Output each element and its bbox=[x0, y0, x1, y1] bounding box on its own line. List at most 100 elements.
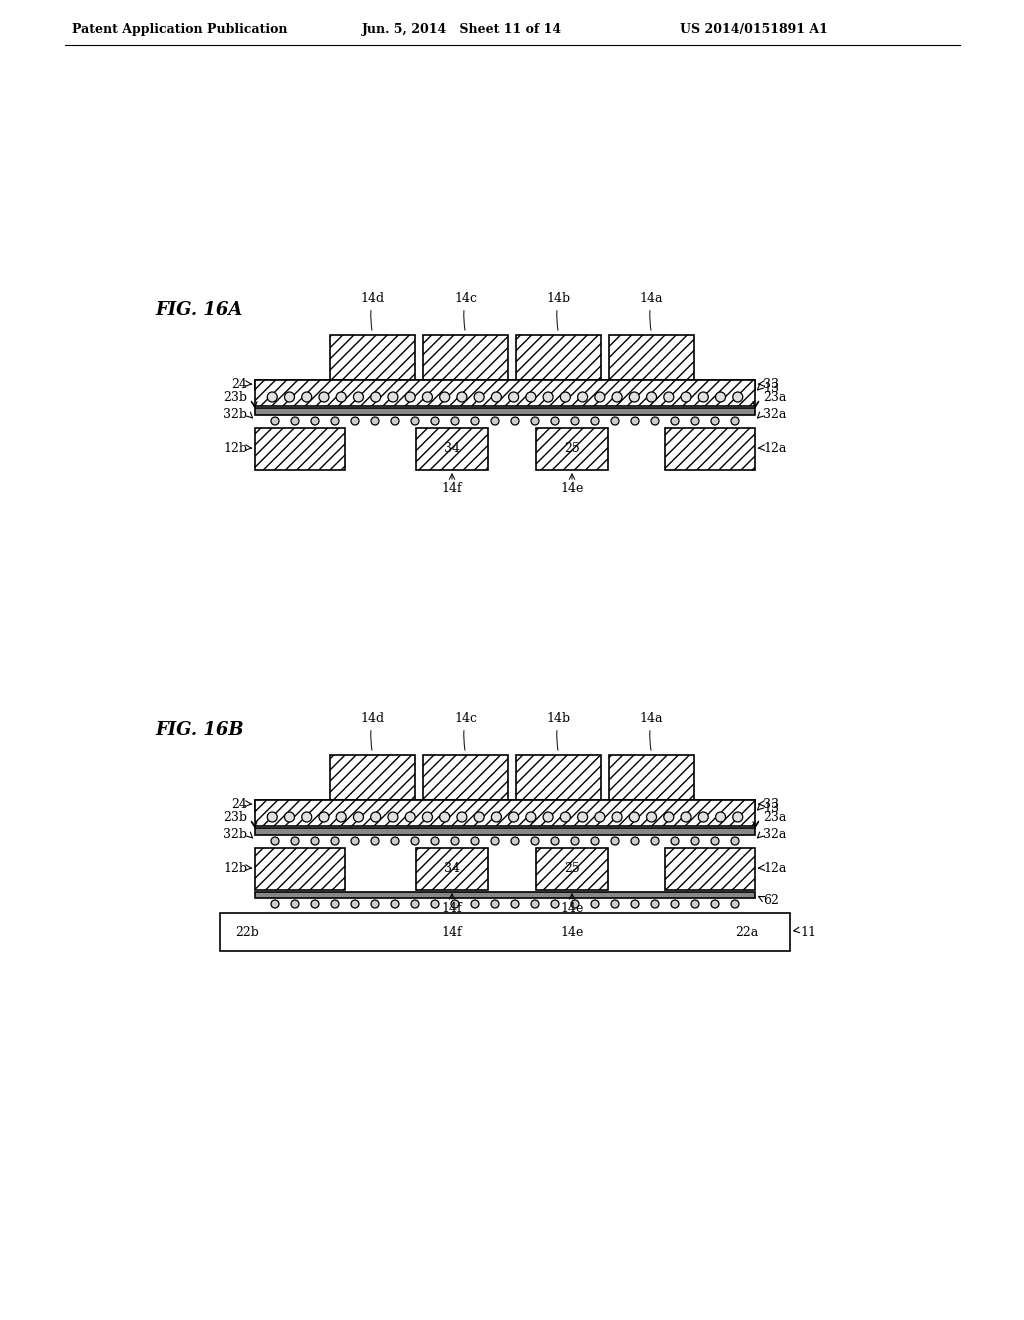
Circle shape bbox=[311, 417, 319, 425]
Bar bbox=[255, 408, 755, 414]
Text: 23a: 23a bbox=[763, 391, 786, 404]
Circle shape bbox=[411, 417, 419, 425]
Circle shape bbox=[671, 417, 679, 425]
Circle shape bbox=[716, 812, 726, 822]
Circle shape bbox=[711, 900, 719, 908]
Circle shape bbox=[664, 392, 674, 403]
Circle shape bbox=[711, 417, 719, 425]
Text: 14b: 14b bbox=[547, 292, 570, 330]
Circle shape bbox=[423, 392, 432, 403]
Bar bbox=[330, 335, 415, 380]
Text: 22b: 22b bbox=[234, 925, 259, 939]
Circle shape bbox=[311, 900, 319, 908]
Circle shape bbox=[611, 417, 618, 425]
Text: 23b: 23b bbox=[223, 391, 247, 404]
Text: 14e: 14e bbox=[560, 925, 584, 939]
Text: 14d: 14d bbox=[360, 292, 385, 330]
Circle shape bbox=[511, 417, 519, 425]
Circle shape bbox=[731, 837, 739, 845]
Circle shape bbox=[733, 812, 742, 822]
Text: Jun. 5, 2014   Sheet 11 of 14: Jun. 5, 2014 Sheet 11 of 14 bbox=[362, 24, 562, 37]
Circle shape bbox=[651, 837, 659, 845]
Circle shape bbox=[612, 392, 622, 403]
Text: 32b: 32b bbox=[223, 408, 247, 421]
Bar bbox=[255, 800, 755, 810]
Circle shape bbox=[681, 392, 691, 403]
Circle shape bbox=[651, 900, 659, 908]
Text: 13: 13 bbox=[763, 383, 779, 396]
Circle shape bbox=[457, 812, 467, 822]
Circle shape bbox=[733, 392, 742, 403]
Bar bbox=[255, 380, 755, 389]
Text: 14e: 14e bbox=[560, 902, 584, 915]
Circle shape bbox=[631, 417, 639, 425]
Bar bbox=[536, 428, 608, 470]
Circle shape bbox=[571, 417, 579, 425]
Bar bbox=[330, 755, 415, 800]
Bar bbox=[516, 335, 601, 380]
Circle shape bbox=[451, 417, 459, 425]
Text: 14e: 14e bbox=[560, 482, 584, 495]
Circle shape bbox=[543, 392, 553, 403]
Circle shape bbox=[511, 900, 519, 908]
Circle shape bbox=[336, 812, 346, 822]
Circle shape bbox=[291, 837, 299, 845]
Circle shape bbox=[511, 837, 519, 845]
Circle shape bbox=[271, 417, 279, 425]
Circle shape bbox=[391, 900, 399, 908]
Circle shape bbox=[336, 392, 346, 403]
Circle shape bbox=[406, 392, 415, 403]
Circle shape bbox=[371, 837, 379, 845]
Circle shape bbox=[630, 812, 639, 822]
Bar bbox=[416, 847, 488, 890]
Circle shape bbox=[611, 837, 618, 845]
Circle shape bbox=[302, 812, 311, 822]
Text: Patent Application Publication: Patent Application Publication bbox=[72, 24, 288, 37]
Circle shape bbox=[267, 812, 278, 822]
Circle shape bbox=[595, 392, 605, 403]
Circle shape bbox=[271, 837, 279, 845]
Circle shape bbox=[646, 392, 656, 403]
Bar bbox=[255, 892, 755, 898]
Circle shape bbox=[526, 392, 536, 403]
Text: 34: 34 bbox=[444, 862, 460, 875]
Bar bbox=[423, 335, 508, 380]
Text: 23a: 23a bbox=[763, 810, 786, 824]
Circle shape bbox=[551, 837, 559, 845]
Bar bbox=[665, 428, 755, 470]
Circle shape bbox=[490, 837, 499, 845]
Circle shape bbox=[612, 812, 622, 822]
Circle shape bbox=[439, 812, 450, 822]
Circle shape bbox=[591, 417, 599, 425]
Text: 33: 33 bbox=[763, 379, 779, 392]
Text: 14f: 14f bbox=[441, 925, 462, 939]
Text: 14d: 14d bbox=[360, 711, 385, 750]
Bar bbox=[665, 847, 755, 890]
Circle shape bbox=[351, 417, 359, 425]
Circle shape bbox=[406, 812, 415, 822]
Circle shape bbox=[457, 392, 467, 403]
Circle shape bbox=[388, 812, 398, 822]
Circle shape bbox=[423, 812, 432, 822]
Circle shape bbox=[578, 392, 588, 403]
Circle shape bbox=[731, 417, 739, 425]
Circle shape bbox=[371, 417, 379, 425]
Circle shape bbox=[431, 417, 439, 425]
Circle shape bbox=[691, 900, 699, 908]
Circle shape bbox=[371, 900, 379, 908]
Circle shape bbox=[474, 812, 484, 822]
Text: FIG. 16B: FIG. 16B bbox=[155, 721, 244, 739]
Circle shape bbox=[711, 837, 719, 845]
Text: 22a: 22a bbox=[735, 925, 758, 939]
Circle shape bbox=[271, 900, 279, 908]
Bar bbox=[255, 428, 345, 470]
Circle shape bbox=[471, 900, 479, 908]
Circle shape bbox=[391, 417, 399, 425]
Circle shape bbox=[439, 392, 450, 403]
Circle shape bbox=[291, 417, 299, 425]
Circle shape bbox=[578, 812, 588, 822]
Text: 25: 25 bbox=[564, 862, 580, 875]
Text: 24: 24 bbox=[231, 379, 247, 392]
Text: FIG. 16A: FIG. 16A bbox=[155, 301, 243, 319]
Text: 12a: 12a bbox=[763, 862, 786, 875]
